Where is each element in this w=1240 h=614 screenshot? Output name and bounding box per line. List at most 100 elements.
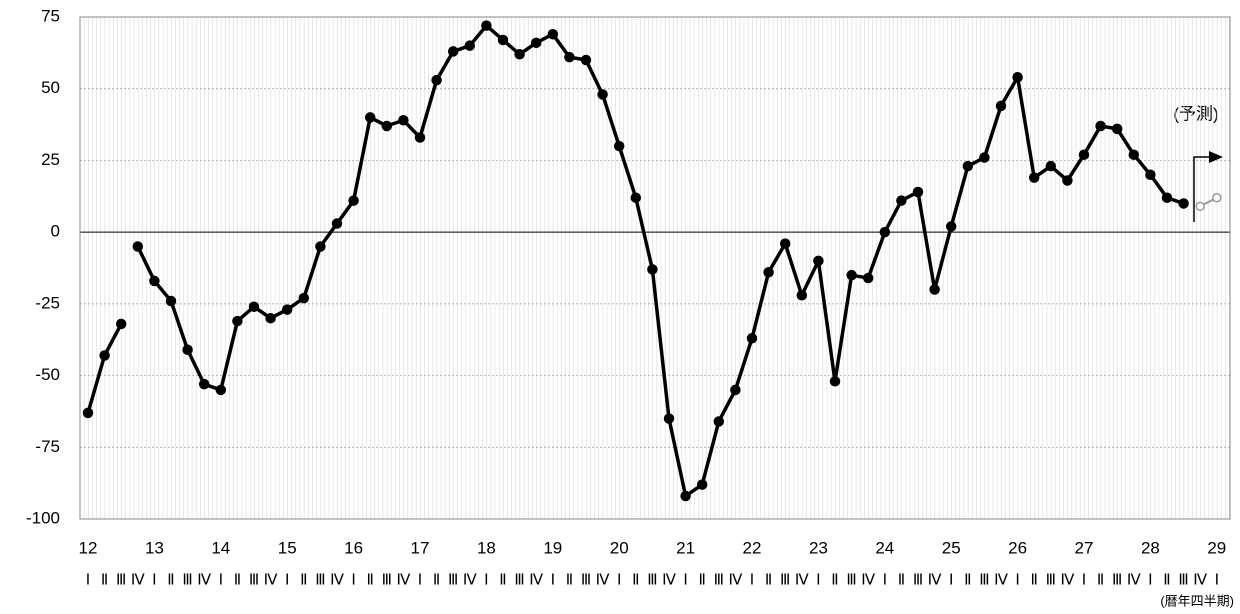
- year-label: 21: [676, 538, 695, 557]
- data-point: [414, 132, 426, 143]
- x-tick-label: Ⅲ: [581, 571, 591, 589]
- data-point: [331, 218, 343, 229]
- x-tick-label: Ⅳ: [1127, 571, 1141, 589]
- data-point: [364, 112, 376, 123]
- data-point: [779, 238, 791, 249]
- x-tick-label: Ⅱ: [300, 571, 307, 589]
- data-point: [995, 100, 1007, 112]
- y-tick-label: 25: [41, 150, 60, 169]
- x-tick-label: Ⅰ: [285, 571, 289, 589]
- x-tick-label: Ⅰ: [949, 571, 953, 589]
- year-label: 25: [942, 538, 961, 557]
- year-label: 22: [743, 538, 762, 557]
- x-tick-label: Ⅱ: [1163, 571, 1170, 589]
- data-point: [82, 407, 94, 419]
- y-tick-label: -25: [35, 293, 60, 312]
- data-point: [530, 37, 542, 49]
- forecast-arrow: [1193, 156, 1212, 222]
- x-tick-label: Ⅲ: [846, 571, 856, 589]
- data-point: [813, 255, 824, 267]
- x-tick-label: Ⅰ: [683, 571, 687, 589]
- data-point: [630, 192, 642, 203]
- x-tick-label: Ⅰ: [617, 571, 621, 589]
- data-point: [232, 315, 243, 327]
- data-point: [979, 152, 990, 163]
- x-tick-label: Ⅳ: [131, 571, 145, 589]
- x-tick-label: Ⅱ: [367, 571, 374, 589]
- data-point: [514, 49, 525, 60]
- data-point: [165, 295, 177, 307]
- year-label: 17: [411, 538, 430, 557]
- data-point: [696, 479, 708, 490]
- x-tick-label: Ⅳ: [463, 571, 477, 589]
- data-point: [447, 46, 459, 57]
- data-point: [1195, 201, 1205, 212]
- x-tick-label: Ⅰ: [418, 571, 422, 589]
- year-label: 28: [1141, 538, 1160, 557]
- x-tick-label: Ⅰ: [219, 571, 223, 589]
- data-point: [1062, 175, 1073, 186]
- year-label: 23: [809, 538, 828, 557]
- data-point: [846, 269, 857, 281]
- x-tick-label: Ⅲ: [1112, 571, 1122, 589]
- x-tick-label: Ⅱ: [699, 571, 706, 589]
- x-tick-label: Ⅱ: [433, 571, 440, 589]
- data-point: [1161, 192, 1173, 203]
- data-point: [597, 89, 608, 100]
- year-label: 29: [1207, 538, 1226, 557]
- data-point: [613, 140, 625, 152]
- x-tick-label: Ⅰ: [351, 571, 355, 589]
- data-point: [198, 378, 210, 390]
- x-tick-label: Ⅰ: [1015, 571, 1019, 589]
- x-tick-label: Ⅰ: [1215, 571, 1219, 589]
- data-point: [746, 333, 758, 344]
- x-tick-label: Ⅳ: [928, 571, 942, 589]
- x-tick-label: Ⅲ: [514, 571, 524, 589]
- x-tick-label: Ⅰ: [86, 571, 90, 589]
- x-tick-label: Ⅳ: [197, 571, 211, 589]
- data-point: [1078, 149, 1090, 160]
- data-point: [215, 384, 227, 396]
- data-point: [896, 195, 907, 206]
- x-tick-label: Ⅲ: [382, 571, 392, 589]
- data-point: [1045, 160, 1057, 172]
- data-point: [1178, 198, 1189, 209]
- x-tick-label: Ⅲ: [780, 571, 790, 589]
- annotation: (予測): [1173, 104, 1218, 123]
- data-point: [431, 74, 442, 86]
- x-tick-label: Ⅳ: [861, 571, 875, 589]
- data-point: [879, 226, 891, 238]
- x-tick-label: Ⅲ: [979, 571, 989, 589]
- data-point: [796, 290, 808, 301]
- x-tick-label: Ⅰ: [551, 571, 555, 589]
- y-tick-label: 0: [51, 222, 60, 241]
- data-point: [1128, 149, 1140, 160]
- data-point: [265, 312, 276, 324]
- data-point: [829, 376, 841, 387]
- year-label: 24: [875, 538, 894, 557]
- data-point: [763, 267, 774, 278]
- x-tick-label: Ⅳ: [662, 571, 676, 589]
- year-label: 14: [211, 538, 230, 557]
- year-label: 20: [610, 538, 629, 557]
- x-tick-label: Ⅲ: [182, 571, 192, 589]
- x-tick-label: Ⅱ: [1031, 571, 1038, 589]
- data-point: [1028, 172, 1040, 183]
- x-tick-label: Ⅲ: [1046, 571, 1056, 589]
- data-point: [730, 384, 741, 396]
- x-tick-label: Ⅱ: [234, 571, 241, 589]
- data-point: [680, 490, 691, 502]
- x-tick-label: Ⅲ: [315, 571, 325, 589]
- data-point: [115, 318, 127, 330]
- data-point: [962, 160, 974, 172]
- x-tick-label: Ⅳ: [264, 571, 278, 589]
- data-point: [1111, 123, 1123, 135]
- x-tick-label: Ⅲ: [1178, 571, 1188, 589]
- data-point: [315, 241, 326, 252]
- year-label: 27: [1075, 538, 1094, 557]
- data-point: [99, 350, 110, 361]
- data-point: [132, 241, 144, 252]
- data-point: [912, 186, 924, 198]
- x-axis-label: (暦年四半期): [1160, 593, 1234, 608]
